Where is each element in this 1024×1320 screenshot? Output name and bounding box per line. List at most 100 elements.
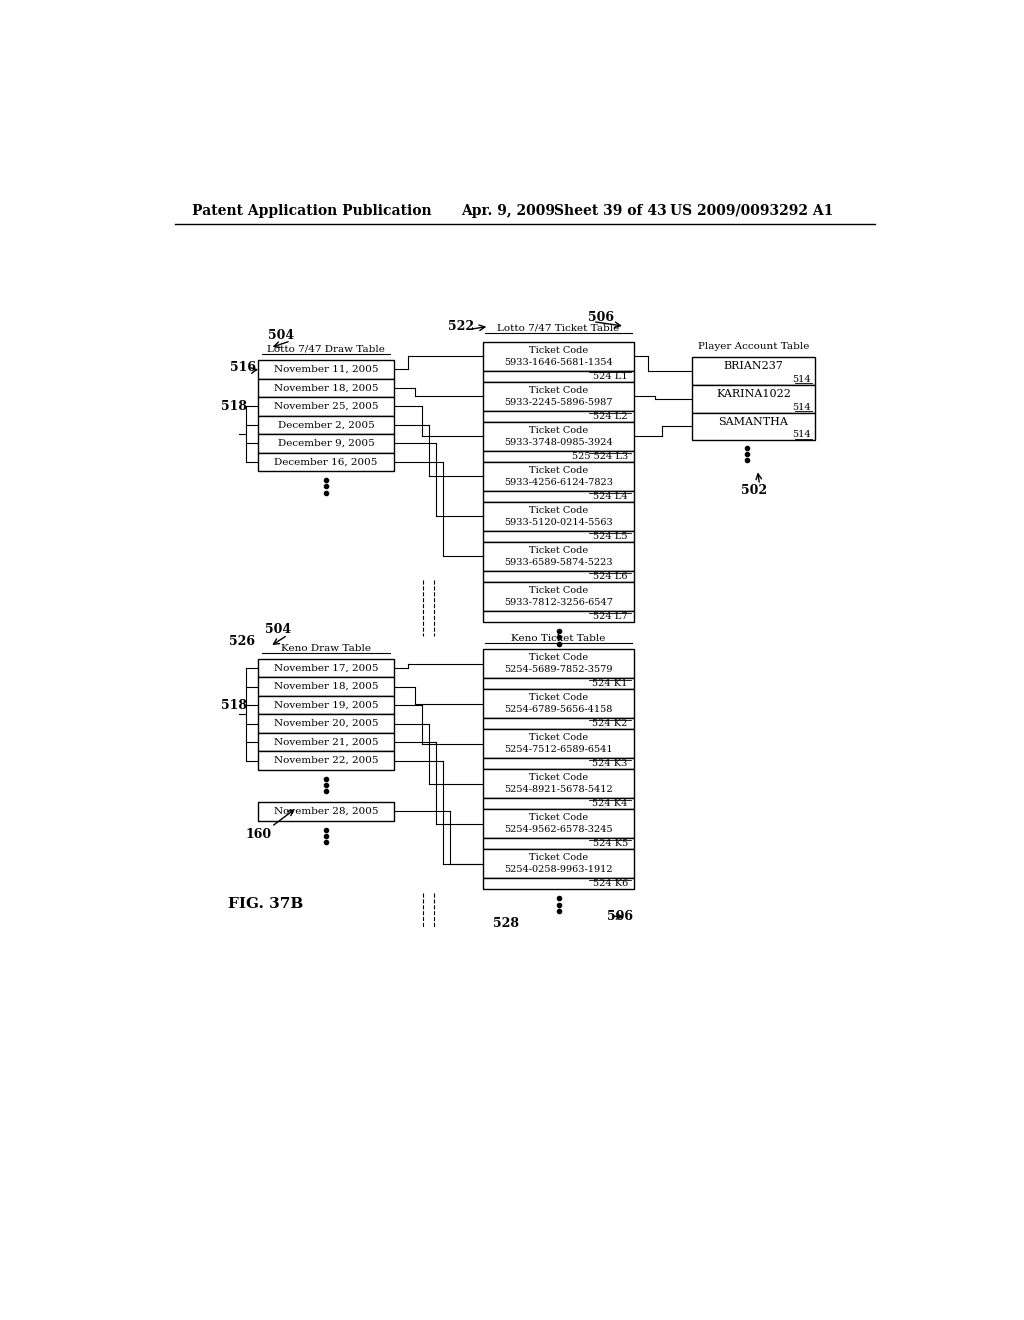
Bar — [483, 531, 634, 543]
Text: Ticket Code
5933-4256-6124-7823: Ticket Code 5933-4256-6124-7823 — [504, 466, 613, 487]
Text: Apr. 9, 2009: Apr. 9, 2009 — [461, 203, 555, 218]
Text: November 18, 2005: November 18, 2005 — [273, 682, 378, 692]
Text: 525 524 L3: 525 524 L3 — [571, 451, 628, 461]
Text: 526: 526 — [229, 635, 255, 648]
Bar — [483, 718, 634, 729]
Bar — [483, 678, 634, 689]
Bar — [483, 371, 634, 381]
Text: November 28, 2005: November 28, 2005 — [273, 807, 378, 816]
Text: 524 L2: 524 L2 — [593, 412, 628, 421]
Bar — [483, 799, 634, 809]
Text: Ticket Code
5254-5689-7852-3579: Ticket Code 5254-5689-7852-3579 — [504, 653, 612, 675]
Text: November 19, 2005: November 19, 2005 — [273, 701, 378, 710]
Text: BRIAN237: BRIAN237 — [724, 362, 783, 371]
Text: 524 L5: 524 L5 — [593, 532, 628, 541]
Text: Player Account Table: Player Account Table — [697, 342, 809, 351]
Text: Lotto 7/47 Draw Table: Lotto 7/47 Draw Table — [267, 345, 385, 354]
Text: 524 K2: 524 K2 — [593, 719, 628, 729]
Bar — [483, 451, 634, 462]
Text: 518: 518 — [221, 400, 247, 413]
Bar — [483, 758, 634, 770]
Text: 528: 528 — [494, 916, 519, 929]
Text: 524 L6: 524 L6 — [593, 572, 628, 581]
Bar — [258, 360, 394, 379]
Text: 514: 514 — [793, 375, 811, 384]
Text: November 22, 2005: November 22, 2005 — [273, 756, 378, 766]
Text: 524 K6: 524 K6 — [593, 879, 628, 888]
Text: 524 K5: 524 K5 — [593, 840, 628, 849]
Text: 504: 504 — [264, 623, 291, 636]
Text: 524 L1: 524 L1 — [593, 372, 628, 380]
Text: SAMANTHA: SAMANTHA — [719, 417, 788, 426]
Text: 504: 504 — [267, 329, 294, 342]
Bar — [483, 381, 634, 411]
Bar — [258, 803, 394, 821]
Bar — [483, 838, 634, 849]
Bar — [258, 379, 394, 397]
Text: Ticket Code
5254-8921-5678-5412: Ticket Code 5254-8921-5678-5412 — [504, 774, 613, 795]
Bar — [258, 397, 394, 416]
Text: 516: 516 — [229, 362, 256, 375]
Text: Ticket Code
5933-6589-5874-5223: Ticket Code 5933-6589-5874-5223 — [504, 546, 612, 566]
Text: 506: 506 — [588, 312, 613, 325]
Text: Patent Application Publication: Patent Application Publication — [191, 203, 431, 218]
Bar — [258, 659, 394, 677]
Text: Ticket Code
5254-9562-6578-3245: Ticket Code 5254-9562-6578-3245 — [504, 813, 612, 834]
Text: 524 K1: 524 K1 — [593, 678, 628, 688]
Text: Ticket Code
5933-5120-0214-5563: Ticket Code 5933-5120-0214-5563 — [504, 506, 613, 527]
Text: Ticket Code
5933-2245-5896-5987: Ticket Code 5933-2245-5896-5987 — [504, 385, 612, 407]
Bar — [483, 422, 634, 451]
Text: 502: 502 — [741, 483, 767, 496]
Text: 506: 506 — [607, 909, 633, 923]
Text: 160: 160 — [245, 828, 271, 841]
Text: December 2, 2005: December 2, 2005 — [278, 420, 375, 429]
Bar — [258, 696, 394, 714]
Bar — [692, 358, 815, 385]
Bar — [483, 611, 634, 622]
Text: Ticket Code
5254-7512-6589-6541: Ticket Code 5254-7512-6589-6541 — [504, 733, 612, 754]
Text: November 20, 2005: November 20, 2005 — [273, 719, 378, 729]
Text: November 21, 2005: November 21, 2005 — [273, 738, 378, 747]
Bar — [483, 342, 634, 371]
Text: November 18, 2005: November 18, 2005 — [273, 383, 378, 392]
Bar — [258, 714, 394, 733]
Bar — [258, 416, 394, 434]
Text: Ticket Code
5933-3748-0985-3924: Ticket Code 5933-3748-0985-3924 — [504, 426, 613, 446]
Bar — [258, 677, 394, 696]
Text: Ticket Code
5254-6789-5656-4158: Ticket Code 5254-6789-5656-4158 — [505, 693, 612, 714]
Text: KARINA1022: KARINA1022 — [716, 389, 791, 399]
Text: November 11, 2005: November 11, 2005 — [273, 364, 378, 374]
Text: Ticket Code
5933-1646-5681-1354: Ticket Code 5933-1646-5681-1354 — [504, 346, 613, 367]
Text: US 2009/0093292 A1: US 2009/0093292 A1 — [671, 203, 834, 218]
Bar — [483, 809, 634, 838]
Bar — [483, 462, 634, 491]
Bar — [258, 751, 394, 770]
Text: December 9, 2005: December 9, 2005 — [278, 438, 375, 447]
Text: Ticket Code
5254-0258-9963-1912: Ticket Code 5254-0258-9963-1912 — [504, 853, 612, 874]
Bar — [483, 729, 634, 758]
Bar — [483, 770, 634, 799]
Text: 524 K4: 524 K4 — [593, 799, 628, 808]
Text: 522: 522 — [449, 319, 474, 333]
Text: Ticket Code
5933-7812-3256-6547: Ticket Code 5933-7812-3256-6547 — [504, 586, 613, 607]
Text: 524 L7: 524 L7 — [593, 612, 628, 620]
Text: Lotto 7/47 Ticket Table: Lotto 7/47 Ticket Table — [498, 323, 620, 333]
Bar — [483, 543, 634, 572]
Text: 514: 514 — [793, 403, 811, 412]
Text: FIG. 37B: FIG. 37B — [228, 896, 304, 911]
Text: November 25, 2005: November 25, 2005 — [273, 401, 378, 411]
Text: 518: 518 — [221, 698, 247, 711]
Text: November 17, 2005: November 17, 2005 — [273, 664, 378, 673]
Bar — [483, 491, 634, 502]
Text: 524 K3: 524 K3 — [593, 759, 628, 768]
Bar — [258, 434, 394, 453]
Bar — [483, 572, 634, 582]
Bar — [483, 649, 634, 678]
Text: 514: 514 — [793, 430, 811, 440]
Text: 524 L4: 524 L4 — [593, 492, 628, 500]
Bar — [692, 412, 815, 441]
Text: December 16, 2005: December 16, 2005 — [274, 457, 378, 466]
Text: Sheet 39 of 43: Sheet 39 of 43 — [554, 203, 667, 218]
Bar — [258, 733, 394, 751]
Bar — [483, 689, 634, 718]
